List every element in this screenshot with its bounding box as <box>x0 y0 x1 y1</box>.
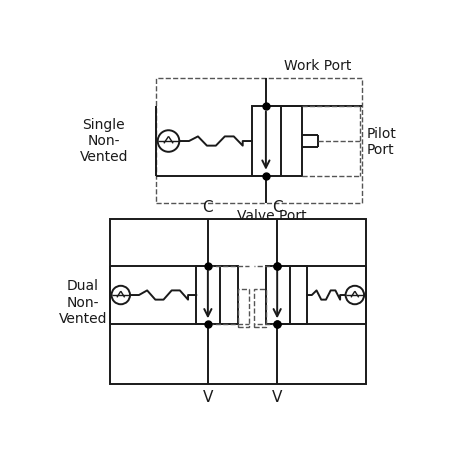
Text: Valve Port: Valve Port <box>237 208 306 222</box>
Text: C: C <box>202 200 213 215</box>
Text: Work Port: Work Port <box>283 60 350 74</box>
Text: V: V <box>272 389 282 404</box>
Text: Single
Non-
Vented: Single Non- Vented <box>79 118 128 164</box>
Text: Dual
Non-
Vented: Dual Non- Vented <box>59 279 107 325</box>
Text: Pilot
Port: Pilot Port <box>366 127 396 157</box>
Text: V: V <box>202 389 212 404</box>
Text: C: C <box>271 200 282 215</box>
